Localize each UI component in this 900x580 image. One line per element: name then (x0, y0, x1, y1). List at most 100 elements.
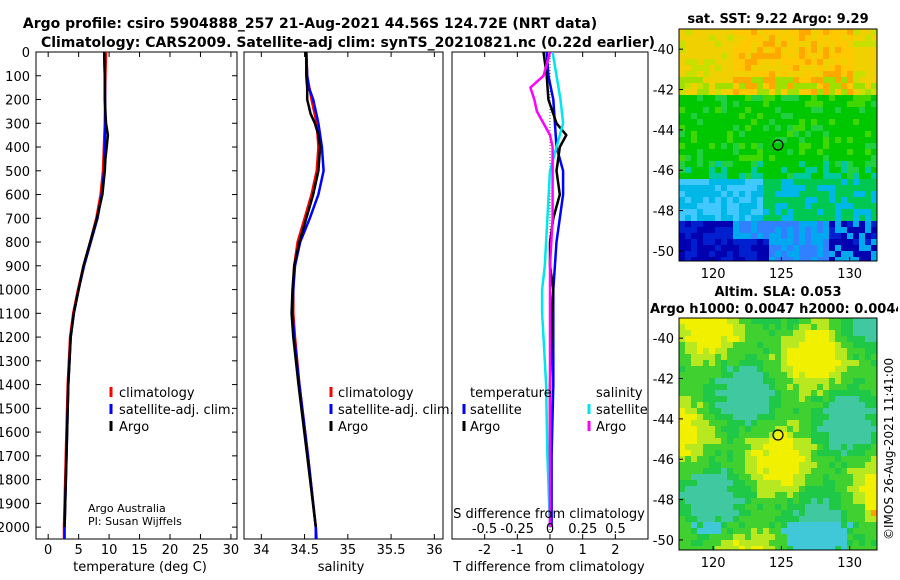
sla-cell (829, 348, 836, 355)
sla-cell (739, 474, 746, 481)
sla-cell (745, 408, 752, 415)
sst-cell (829, 191, 836, 198)
sst-map-title: sat. SST: 9.22 Argo: 9.29 (687, 12, 868, 27)
sst-cell (799, 101, 806, 108)
sla-cell (685, 498, 692, 505)
sla-cell (823, 432, 830, 439)
sla-cell (793, 360, 800, 367)
sst-cell (703, 191, 710, 198)
sla-cell (703, 522, 710, 529)
sla-cell (829, 402, 836, 409)
title-line-2: Climatology: CARS2009. Satellite-adj cli… (41, 35, 655, 51)
sla-cell (865, 426, 872, 433)
sst-cell (727, 143, 734, 150)
sst-cell (823, 245, 830, 252)
sla-cell (853, 360, 860, 367)
sst-cell (691, 119, 698, 126)
sst-cell (727, 35, 734, 42)
sla-cell (757, 462, 764, 469)
sla-cell (853, 372, 860, 379)
sst-cell (823, 71, 830, 78)
sla-cell (835, 456, 842, 463)
sst-cell (703, 113, 710, 120)
sst-cell (715, 155, 722, 162)
sst-cell (709, 245, 716, 252)
sla-cell (805, 462, 812, 469)
sst-cell (751, 185, 758, 192)
sla-cell (859, 390, 866, 397)
difference-legend: temperature satellite Argo salinity sate… (462, 386, 648, 435)
sla-cell (817, 354, 824, 361)
sla-cell (715, 324, 722, 331)
sst-cell (841, 131, 848, 138)
sla-cell (841, 414, 848, 421)
sla-cell (859, 450, 866, 457)
sla-cell (703, 420, 710, 427)
sst-cell (685, 185, 692, 192)
sla-cell (721, 534, 728, 541)
sst-cell (679, 239, 686, 246)
sst-cell (679, 221, 686, 228)
sst-cell (853, 119, 860, 126)
sla-cell (685, 438, 692, 445)
sst-cell (715, 179, 722, 186)
sla-cell (871, 378, 877, 385)
sla-cell (805, 360, 812, 367)
sla-cell (769, 462, 776, 469)
sst-cell (733, 143, 740, 150)
sla-cell (727, 522, 734, 529)
sst-cell (763, 89, 770, 96)
sla-cell (829, 540, 836, 547)
sla-cell (811, 480, 818, 487)
x-tick-label: 35.5 (377, 543, 406, 558)
sla-cell (715, 384, 722, 391)
sst-cell (733, 71, 740, 78)
sla-cell (829, 522, 836, 529)
series-line-argo (290, 52, 322, 528)
sst-cell (715, 83, 722, 90)
sst-cell (817, 161, 824, 168)
sst-cell (757, 41, 764, 48)
sla-cell (691, 384, 698, 391)
sst-cell (799, 119, 806, 126)
sla-cell (775, 516, 782, 523)
sst-cell (721, 77, 728, 84)
sst-cell (811, 257, 818, 261)
sla-cell (781, 366, 788, 373)
sla-cell (841, 504, 848, 511)
sla-cell (859, 540, 866, 547)
sst-cell (721, 149, 728, 156)
sla-cell (763, 498, 770, 505)
sst-cell (697, 245, 704, 252)
sla-cell (823, 438, 830, 445)
sla-cell (847, 432, 854, 439)
sla-cell (739, 372, 746, 379)
sla-cell (871, 408, 877, 415)
sla-cell (811, 438, 818, 445)
sla-cell (841, 408, 848, 415)
sst-cell (841, 215, 848, 222)
temperature-axes (35, 51, 238, 540)
sst-cell (751, 71, 758, 78)
sla-cell (775, 480, 782, 487)
sst-cell (685, 257, 692, 261)
sst-cell (817, 101, 824, 108)
sla-cell (811, 468, 818, 475)
sla-cell (829, 396, 836, 403)
sst-cell (733, 185, 740, 192)
sla-cell (727, 390, 734, 397)
sst-cell (799, 95, 806, 102)
sla-cell (769, 480, 776, 487)
sst-cell (739, 95, 746, 102)
sst-cell (733, 215, 740, 222)
sst-cell (757, 143, 764, 150)
sst-cell (727, 149, 734, 156)
sla-cell (715, 546, 722, 550)
sst-cell (691, 107, 698, 114)
sst-cell (751, 203, 758, 210)
sla-cell (709, 516, 716, 523)
sla-cell (787, 486, 794, 493)
sla-cell (763, 540, 770, 547)
map-x-tick-label: 120 (701, 556, 726, 571)
sla-cell (793, 498, 800, 505)
